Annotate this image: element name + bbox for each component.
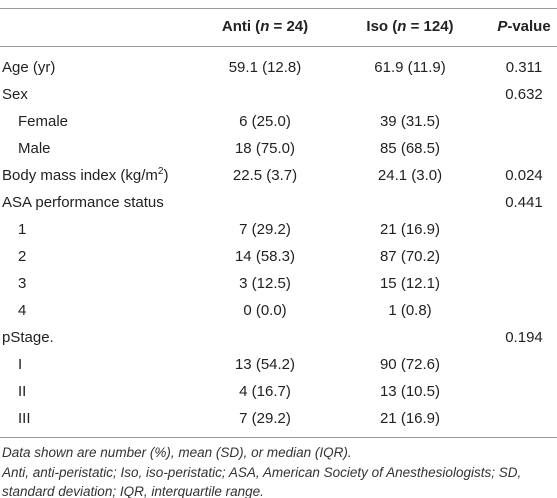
- table-cell: 59.1 (12.8): [228, 59, 302, 76]
- table-cell: 15 (12.1): [379, 275, 441, 292]
- table-cell: 0.632: [505, 86, 543, 103]
- row-label: III: [18, 410, 31, 428]
- text-run: Anti (: [221, 18, 261, 35]
- text-run: pStage.: [2, 329, 54, 346]
- text-run: Male: [18, 140, 51, 157]
- table-cell: 13 (10.5): [379, 383, 441, 400]
- table-cell: 0.311: [505, 59, 543, 76]
- column-header: Iso (n = 124): [340, 18, 480, 36]
- table-cell: 24.1 (3.0): [377, 167, 443, 184]
- table-cell: 0.194: [505, 329, 543, 346]
- row-label: Female: [18, 113, 68, 131]
- footnote: Anti, anti-peristatic; Iso, iso-peristat…: [2, 465, 522, 498]
- table-cell: 22.5 (3.7): [232, 167, 298, 184]
- table-cell: 39 (31.5): [379, 113, 441, 130]
- table-cell: 85 (68.5): [379, 140, 441, 157]
- text-run: = 24): [269, 18, 309, 35]
- rule: [0, 46, 557, 47]
- table-cell: 13 (54.2): [234, 356, 296, 373]
- row-label: Body mass index (kg/m2): [2, 167, 168, 185]
- row-label: Sex: [2, 86, 28, 104]
- table-cell: 3 (12.5): [239, 275, 291, 292]
- row-label: Age (yr): [2, 59, 55, 77]
- table-cell: 0 (0.0): [243, 302, 287, 319]
- italic-run: P: [497, 18, 508, 35]
- table-cell: 61.9 (11.9): [374, 59, 446, 76]
- text-run: 3: [18, 275, 27, 292]
- row-label: 2: [18, 248, 26, 266]
- row-label: 3: [18, 275, 26, 293]
- row-label: I: [18, 356, 22, 374]
- footnotes: Data shown are number (%), mean (SD), or…: [2, 443, 552, 498]
- table-cell: 6 (25.0): [239, 113, 291, 130]
- row-label: Male: [18, 140, 51, 158]
- text-run: Iso (: [366, 18, 398, 35]
- superscript: 2: [157, 166, 164, 177]
- table-cell: 21 (16.9): [379, 410, 441, 427]
- footnote: Data shown are number (%), mean (SD), or…: [2, 445, 352, 460]
- text-run: -value: [507, 18, 551, 35]
- table-cell: 7 (29.2): [239, 410, 291, 427]
- table-cell: 0.024: [505, 167, 543, 184]
- table-cell: 4 (16.7): [239, 383, 291, 400]
- column-header: P-value: [454, 18, 557, 36]
- table-cell: 1 (0.8): [388, 302, 432, 319]
- column-header: Anti (n = 24): [195, 18, 335, 36]
- text-run: Female: [18, 113, 69, 130]
- text-run: = 124): [406, 18, 454, 35]
- table-cell: 7 (29.2): [239, 221, 291, 238]
- table-cell: 0.441: [505, 194, 543, 211]
- italic-run: n: [397, 18, 407, 35]
- table-cell: 21 (16.9): [379, 221, 441, 238]
- text-run: Sex: [2, 86, 28, 103]
- row-label: ASA performance status: [2, 194, 164, 212]
- table-cell: 87 (70.2): [379, 248, 441, 265]
- rule: [0, 437, 557, 438]
- table-cell: 90 (72.6): [379, 356, 441, 373]
- text-run: 4: [18, 302, 27, 319]
- table-cell: 14 (58.3): [234, 248, 296, 265]
- italic-run: n: [260, 18, 270, 35]
- text-run: ): [163, 167, 169, 184]
- text-run: Body mass index (kg/m: [2, 167, 158, 184]
- row-label: 1: [18, 221, 26, 239]
- rule: [0, 8, 557, 9]
- text-run: II: [18, 383, 27, 400]
- text-run: 1: [18, 221, 27, 238]
- row-label: II: [18, 383, 26, 401]
- text-run: I: [18, 356, 23, 373]
- text-run: 2: [18, 248, 27, 265]
- row-label: pStage.: [2, 329, 54, 347]
- row-label: 4: [18, 302, 26, 320]
- text-run: Age (yr): [2, 59, 56, 76]
- table-cell: 18 (75.0): [234, 140, 296, 157]
- text-run: ASA performance status: [2, 194, 164, 211]
- text-run: III: [18, 410, 31, 427]
